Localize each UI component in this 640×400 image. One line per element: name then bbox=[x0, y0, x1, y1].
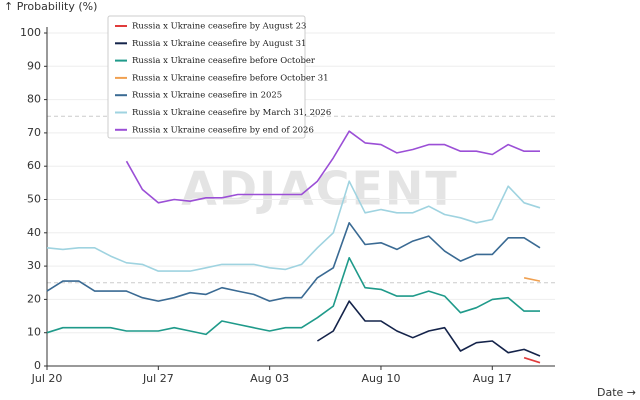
y-axis-label: ↑ Probability (%) bbox=[4, 0, 97, 13]
x-tick-label: Aug 10 bbox=[361, 372, 400, 385]
legend-label: Russia x Ukraine ceasefire by March 31, … bbox=[132, 108, 331, 118]
y-tick-label: 70 bbox=[27, 126, 41, 139]
y-tick-label: 30 bbox=[27, 259, 41, 272]
y-tick-label: 90 bbox=[27, 59, 41, 72]
x-tick-label: Jul 20 bbox=[31, 372, 63, 385]
watermark: ADJACENT bbox=[181, 162, 459, 216]
y-tick-label: 80 bbox=[27, 93, 41, 106]
series-line bbox=[523, 356, 541, 364]
legend-box bbox=[107, 15, 306, 139]
legend-label: Russia x Ukraine ceasefire by August 23 bbox=[132, 22, 306, 32]
x-axis-label: Date → bbox=[597, 386, 636, 399]
series-line bbox=[46, 180, 541, 272]
legend-label: Russia x Ukraine ceasefire by end of 202… bbox=[132, 125, 314, 135]
legend-label: Russia x Ukraine ceasefire in 2025 bbox=[132, 91, 282, 101]
y-tick-label: 40 bbox=[27, 226, 41, 239]
y-tick-label: 0 bbox=[34, 359, 41, 372]
series-line bbox=[46, 222, 541, 302]
x-tick-label: Jul 27 bbox=[142, 372, 174, 385]
series-line bbox=[523, 277, 541, 282]
y-tick-label: 10 bbox=[27, 326, 41, 339]
legend-label: Russia x Ukraine ceasefire by August 31 bbox=[132, 39, 306, 49]
series-line bbox=[125, 130, 540, 204]
series-line bbox=[316, 300, 541, 357]
legend-label: Russia x Ukraine ceasefire before Octobe… bbox=[132, 73, 329, 83]
legend: Russia x Ukraine ceasefire by August 23 R… bbox=[107, 15, 331, 139]
x-tick-label: Aug 17 bbox=[473, 372, 512, 385]
x-tick-label: Aug 03 bbox=[250, 372, 289, 385]
y-tick-label: 50 bbox=[27, 193, 41, 206]
legend-label: Russia x Ukraine ceasefire before Octobe… bbox=[132, 56, 316, 66]
y-tick-label: 100 bbox=[20, 26, 41, 39]
series-line bbox=[46, 257, 540, 336]
y-tick-label: 60 bbox=[27, 159, 41, 172]
y-tick-label: 20 bbox=[27, 292, 41, 305]
